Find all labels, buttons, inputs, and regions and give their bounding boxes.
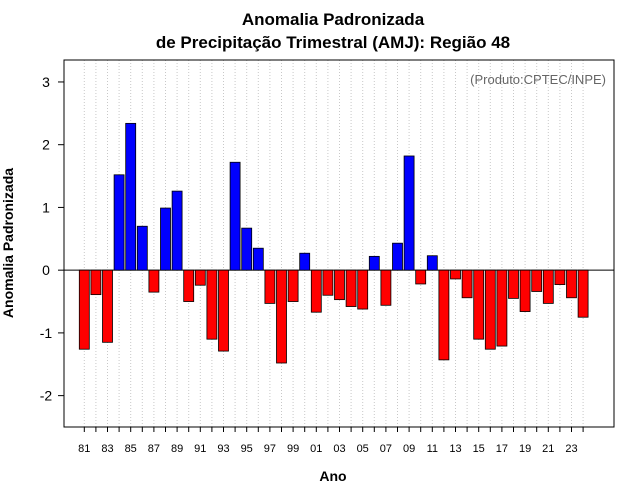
bar-2016 (484, 269, 496, 350)
bar-2012 (438, 269, 450, 361)
bar-1982 (90, 269, 102, 296)
bar-2011 (426, 255, 438, 271)
vertical-gridlines (83, 60, 584, 427)
y-tick-label: 0 (42, 262, 50, 278)
bar-2000 (299, 252, 311, 271)
chart-title-line1: Anomalia Padronizada (242, 10, 425, 29)
bar-1992 (206, 269, 218, 340)
x-tick-label: 89 (171, 443, 183, 455)
y-tick-label: -2 (40, 388, 53, 404)
bar-1996 (252, 247, 264, 271)
bar-1985 (125, 122, 137, 271)
bar-2008 (392, 242, 403, 271)
x-tick-label: 93 (217, 443, 229, 455)
bar-2010 (415, 269, 427, 285)
x-tick-label: 21 (542, 443, 554, 455)
y-tick-label: -1 (40, 325, 53, 341)
x-tick-label: 01 (310, 443, 322, 455)
bar-1990 (183, 269, 195, 302)
bar-2021 (542, 269, 554, 304)
bar-2005 (357, 269, 369, 310)
bar-2019 (519, 269, 531, 312)
y-axis-title: Anomalia Padronizada (0, 168, 16, 318)
x-tick-label: 23 (565, 443, 577, 455)
bar-2001 (310, 269, 322, 313)
bar-1999 (287, 269, 299, 302)
x-tick-label: 91 (194, 443, 206, 455)
x-tick-label: 11 (427, 443, 438, 455)
bar-1997 (264, 269, 276, 304)
bar-2023 (566, 269, 577, 299)
bar-2020 (531, 269, 543, 292)
chart-title-line2: de Precipitação Trimestral (AMJ): Região… (156, 33, 510, 52)
x-tick-label: 19 (519, 443, 531, 455)
bar-2022 (554, 269, 566, 285)
bar-2007 (380, 269, 392, 306)
y-tick-label: 1 (42, 199, 50, 215)
bar-2013 (450, 269, 461, 280)
bar-1989 (171, 190, 183, 271)
x-tick-label: 81 (78, 443, 90, 455)
bar-2002 (322, 269, 334, 296)
x-tick-label: 87 (148, 443, 160, 455)
bar-1998 (276, 269, 287, 364)
x-tick-label: 83 (101, 443, 113, 455)
x-tick-label: 99 (287, 443, 299, 455)
x-tick-label: 85 (125, 443, 137, 455)
bar-1986 (136, 225, 148, 271)
bar-2018 (508, 269, 519, 299)
y-tick-label: 2 (42, 137, 50, 153)
bar-2009 (403, 155, 415, 271)
x-tick-label: 03 (333, 443, 345, 455)
bars (78, 122, 589, 364)
bar-1983 (102, 269, 113, 343)
bar-2006 (368, 255, 380, 271)
x-axis-title: Ano (319, 468, 346, 484)
bar-1995 (241, 227, 253, 271)
x-tick-label: 13 (449, 443, 461, 455)
bar-2024 (577, 269, 589, 318)
x-tick-label: 97 (264, 443, 276, 455)
bar-1988 (160, 207, 171, 271)
bar-2014 (461, 269, 473, 299)
x-tick-label: 95 (241, 443, 253, 455)
bar-2015 (473, 269, 485, 340)
bar-1981 (78, 269, 90, 350)
bar-2017 (496, 269, 508, 347)
bar-1991 (194, 269, 206, 286)
y-tick-label: 3 (42, 74, 50, 90)
bar-1993 (218, 269, 229, 352)
bar-1994 (229, 161, 241, 271)
source-note: (Produto:CPTEC/INPE) (470, 72, 606, 87)
x-axis: 81 83 85 87 89 91 93 95 97 99 01 03 05 07 09 11 13 15 17 19… (78, 427, 584, 455)
x-tick-label: 17 (496, 443, 508, 455)
x-tick-label: 05 (357, 443, 369, 455)
bar-2003 (334, 269, 345, 301)
bar-2004 (345, 269, 357, 307)
x-tick-label: 15 (473, 443, 485, 455)
x-tick-label: 09 (403, 443, 415, 455)
bar-1987 (148, 269, 160, 293)
bar-1984 (113, 174, 125, 271)
y-axis: -2 -1 0 1 2 3 (40, 74, 64, 404)
x-tick-label: 07 (380, 443, 392, 455)
